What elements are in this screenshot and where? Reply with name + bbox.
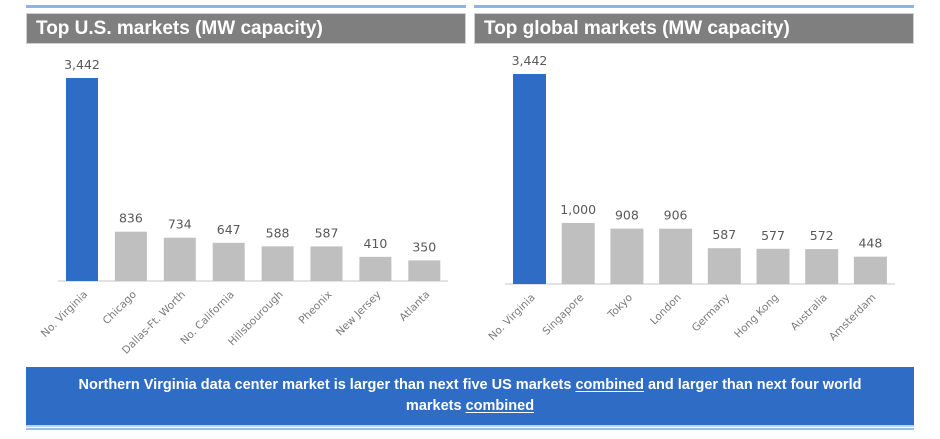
banner-text-2: and larger than next four world markets	[405, 377, 862, 414]
data-label: 734	[168, 217, 192, 232]
bottom-divider	[26, 428, 914, 430]
bar-new-jersey	[359, 256, 392, 281]
data-label: 448	[858, 236, 882, 251]
data-label: 587	[315, 225, 339, 240]
global-markets-chart: 3,442 No. Virginia 1,000 Singapore 908 Tokyo 9…	[486, 53, 895, 344]
summary-banner: Northern Virginia data center market is …	[26, 367, 914, 427]
bar-pheonix	[310, 246, 343, 281]
category-label: No. Virginia	[39, 289, 90, 340]
data-label: 572	[810, 228, 834, 243]
bar-australia	[805, 249, 839, 284]
data-label: 577	[761, 228, 785, 243]
data-label: 3,442	[512, 53, 548, 68]
data-label: 587	[712, 227, 736, 242]
bar-atlanta	[408, 260, 441, 281]
data-label: 350	[412, 239, 436, 254]
category-label: Amsterdam	[827, 292, 879, 344]
data-label: 1,000	[560, 202, 596, 217]
data-label: 588	[266, 225, 290, 240]
data-label: 908	[615, 208, 639, 223]
top-divider-right	[474, 5, 914, 8]
bar-amsterdam	[853, 256, 887, 284]
category-label: London	[648, 292, 684, 328]
bar-singapore	[561, 222, 595, 284]
category-label: New Jersey	[334, 289, 384, 339]
bar-hong-kong	[756, 248, 790, 284]
bar-hillsbourough	[261, 246, 294, 281]
data-label: 410	[363, 236, 387, 251]
bar-london	[659, 228, 693, 284]
data-label: 906	[664, 208, 688, 223]
us-chart-title: Top U.S. markets (MW capacity)	[26, 13, 466, 44]
bar-germany	[707, 248, 741, 284]
data-label: 3,442	[64, 57, 100, 72]
category-label: Tokyo	[605, 292, 635, 322]
bar-dallas-ft-worth	[163, 237, 196, 281]
bar-tokyo	[610, 228, 644, 284]
category-label: Australia	[788, 292, 829, 333]
bar-no-california	[212, 242, 245, 281]
bar-no-virginia	[513, 74, 546, 284]
banner-emphasis-1: combined	[575, 377, 644, 393]
category-label: Germany	[690, 292, 733, 335]
bar-chicago	[114, 231, 147, 281]
category-label: Pheonix	[297, 289, 335, 327]
bar-no-virginia	[66, 78, 98, 281]
data-label: 836	[119, 211, 143, 226]
banner-text-1: Northern Virginia data center market is …	[78, 377, 576, 393]
category-label: Chicago	[101, 289, 139, 327]
category-label: Hong Kong	[732, 292, 781, 341]
category-label: Atlanta	[397, 289, 432, 324]
banner-emphasis-2: combined	[465, 398, 535, 414]
global-chart-title: Top global markets (MW capacity)	[474, 13, 914, 44]
top-divider-left	[26, 5, 466, 8]
data-label: 647	[217, 222, 241, 237]
category-label: Singapore	[540, 292, 586, 338]
category-label: No. Virginia	[486, 292, 537, 343]
